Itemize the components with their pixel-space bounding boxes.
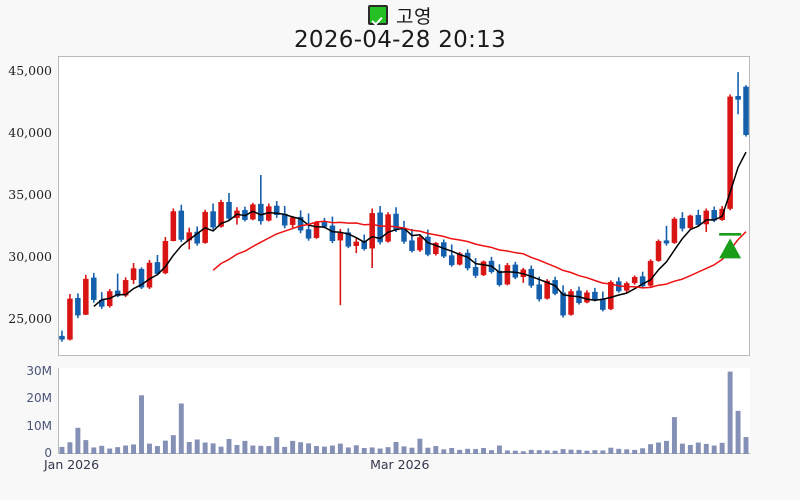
green-check-icon	[368, 5, 389, 25]
chart-title-row: 고영	[0, 0, 800, 30]
volume-tick-label: 30M	[26, 364, 52, 379]
price-tick-label: 30,000	[8, 248, 52, 264]
timestamp-label: 2026-04-28 20:13	[293, 27, 507, 53]
volume-panel[interactable]	[58, 368, 750, 454]
x-tick-label: Mar 2026	[370, 457, 430, 472]
price-tick-label: 45,000	[8, 62, 52, 78]
volume-tick-label: 0	[44, 446, 52, 460]
volume-tick-label: 10M	[26, 418, 52, 433]
price-tick-label: 25,000	[8, 310, 52, 326]
ticker-name: 고영	[396, 5, 432, 28]
price-tick-label: 35,000	[8, 186, 52, 202]
volume-tick-label: 20M	[26, 391, 52, 406]
price-panel[interactable]	[58, 56, 750, 356]
price-tick-label: 40,000	[8, 124, 52, 140]
x-tick-label: Jan 2026	[43, 457, 100, 472]
